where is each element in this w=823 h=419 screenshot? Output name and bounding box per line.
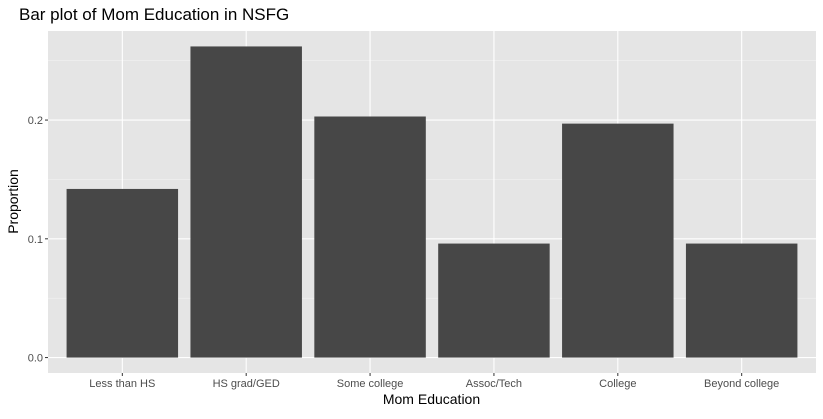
bar-some-college xyxy=(314,116,426,358)
x-tick-label: Less than HS xyxy=(89,378,155,390)
x-tick-label: College xyxy=(599,378,636,390)
x-tick-label: HS grad/GED xyxy=(213,378,280,390)
x-tick-label: Assoc/Tech xyxy=(466,378,522,390)
y-axis-title: Proportion xyxy=(5,169,21,234)
y-tick-label: 0.1 xyxy=(28,234,43,246)
y-tick-label: 0.2 xyxy=(28,115,43,127)
x-tick-label: Some college xyxy=(337,378,404,390)
bar-beyond-college xyxy=(685,243,798,358)
x-tick-label: Beyond college xyxy=(704,378,779,390)
x-axis-title: Mom Education xyxy=(383,391,480,407)
bar-less-than-hs xyxy=(66,188,179,358)
chart-title: Bar plot of Mom Education in NSFG xyxy=(19,5,289,24)
y-tick-label: 0.0 xyxy=(28,353,43,365)
bar-hs-grad-ged xyxy=(190,46,302,358)
bar-assoc-tech xyxy=(438,243,550,358)
axes: 0.0 0.1 0.2 Less than HS HS grad/GED Some col… xyxy=(28,115,780,390)
bars xyxy=(66,46,798,358)
bar-college xyxy=(562,123,674,358)
